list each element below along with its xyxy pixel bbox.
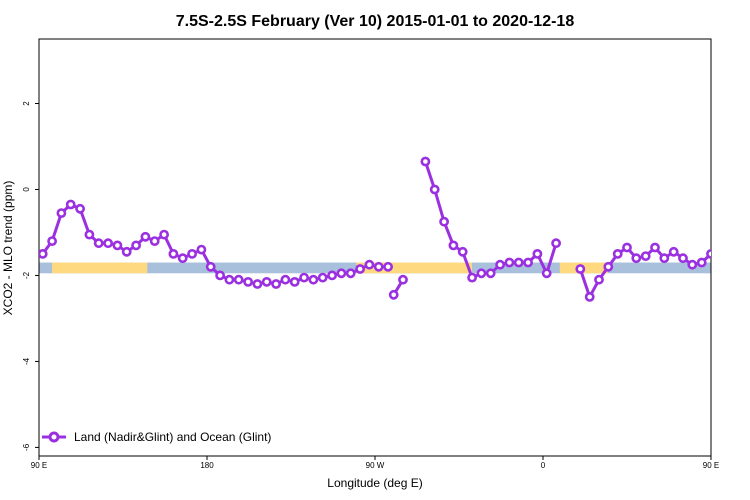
data-point — [215, 270, 225, 281]
data-point — [149, 236, 160, 246]
data-point — [640, 251, 651, 261]
data-point — [687, 259, 698, 270]
data-point — [47, 236, 57, 246]
data-point — [631, 253, 642, 264]
data-point — [523, 257, 533, 268]
data-point — [140, 231, 151, 242]
y-axis: 2 0 -2 -4 -6 — [22, 101, 39, 451]
data-point — [93, 238, 104, 249]
x-tick-label: 180 — [200, 461, 214, 470]
data-point — [551, 238, 561, 249]
data-point — [355, 264, 365, 274]
data-point — [112, 240, 123, 251]
data-point — [659, 253, 670, 264]
y-tick-label: -4 — [22, 357, 31, 365]
data-point — [448, 240, 459, 251]
data-point — [476, 268, 487, 279]
data-point — [327, 270, 337, 281]
data-point — [364, 259, 375, 270]
data-point — [280, 274, 291, 285]
land-band — [52, 262, 148, 274]
data-point — [177, 253, 188, 264]
data-point — [289, 276, 300, 287]
data-point — [622, 242, 632, 253]
series-group — [39, 156, 750, 302]
data-point — [457, 246, 468, 257]
x-tick-label: 0 — [541, 461, 546, 470]
data-point — [131, 240, 141, 251]
data-point — [383, 261, 393, 272]
data-point — [541, 268, 552, 279]
legend: Land (Nadir&Glint) and Ocean (Glint) — [42, 430, 271, 444]
land-band — [356, 262, 473, 274]
data-point — [532, 248, 543, 259]
x-axis: 90 E 180 90 W 0 90 E — [31, 456, 719, 470]
data-point — [439, 216, 449, 227]
x-axis-label: Longitude (deg E) — [327, 476, 422, 490]
data-point — [233, 274, 244, 285]
data-point — [187, 248, 197, 259]
legend-label: Land (Nadir&Glint) and Ocean (Glint) — [74, 430, 271, 444]
data-point — [420, 156, 431, 167]
data-point — [196, 244, 207, 255]
data-point — [706, 249, 711, 259]
data-point — [735, 201, 742, 208]
data-point — [575, 264, 586, 274]
data-point — [39, 249, 48, 259]
y-tick-label: 0 — [22, 187, 31, 192]
data-point — [243, 276, 253, 287]
data-point — [612, 248, 623, 259]
data-point — [373, 261, 384, 272]
data-point — [485, 268, 496, 279]
series-line — [578, 246, 711, 299]
data-point — [504, 257, 515, 268]
data-point — [224, 274, 235, 285]
data-point — [429, 184, 440, 195]
x-tick-label: 90 W — [366, 461, 385, 470]
data-point — [271, 279, 281, 289]
data-point — [103, 238, 113, 249]
data-point — [317, 272, 328, 283]
data-point — [726, 210, 733, 217]
data-point — [696, 257, 707, 268]
data-point — [84, 229, 95, 240]
data-point — [467, 272, 477, 283]
data-point — [205, 261, 216, 272]
data-point — [650, 242, 660, 253]
data-point — [75, 203, 85, 214]
y-axis-label: XCO2 - MLO trend (ppm) — [1, 181, 15, 316]
data-point — [345, 268, 356, 279]
x-tick-label: 90 E — [31, 461, 47, 470]
data-point — [308, 274, 319, 285]
data-point — [159, 229, 169, 240]
data-point — [717, 238, 724, 245]
data-point — [336, 268, 347, 279]
legend-marker-swatch — [48, 431, 60, 443]
y-tick-label: -6 — [22, 443, 31, 451]
series-layer — [39, 156, 750, 302]
data-point — [745, 205, 750, 212]
data-point — [513, 257, 524, 268]
data-point — [261, 276, 272, 287]
data-point — [388, 289, 399, 300]
y-tick-label: -2 — [22, 271, 31, 279]
data-point — [252, 279, 263, 289]
data-point — [603, 261, 614, 272]
data-point — [65, 199, 76, 210]
y-tick-label: 2 — [22, 101, 31, 106]
chart-title: 7.5S-2.5S February (Ver 10) 2015-01-01 t… — [176, 13, 575, 30]
data-point — [584, 291, 595, 302]
data-point — [495, 259, 505, 270]
data-point — [594, 274, 604, 285]
data-point — [678, 253, 688, 264]
data-point — [668, 246, 679, 257]
data-point — [121, 246, 132, 257]
data-point — [299, 272, 309, 283]
data-point — [168, 248, 179, 259]
data-point — [56, 208, 67, 218]
data-point — [398, 274, 408, 285]
x-tick-label: 90 E — [703, 461, 719, 470]
